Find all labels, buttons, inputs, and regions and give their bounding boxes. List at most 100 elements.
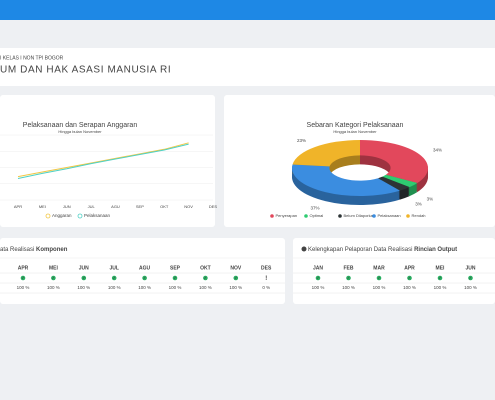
cell-value: 100 % [434, 285, 447, 290]
column-header: JUL [109, 265, 118, 271]
status-icon [142, 275, 147, 281]
status-icon [172, 275, 178, 281]
title-text: ata Realisasi [0, 247, 36, 253]
legend-marker [270, 214, 274, 218]
status-icon [407, 275, 412, 281]
chart-subtitle: Hingga bulan November [58, 129, 102, 134]
chart-title: Pelaksanaan dan Serapan Anggaran [23, 122, 138, 129]
office-name: I KELAS I NON TPI BOGOR [0, 55, 64, 61]
chart-subtitle: Hingga bulan November [333, 129, 377, 134]
x-tick-label: OKT [160, 204, 169, 209]
legend-label: Rendah [412, 213, 426, 218]
column-header: JAN [313, 265, 323, 271]
x-tick-label: MEI [39, 204, 46, 209]
x-tick-label: NOV [184, 204, 193, 209]
cell-value: 100 % [47, 285, 60, 290]
title-bold: Komponen [36, 247, 68, 253]
cell-value: 100 % [169, 285, 182, 290]
legend-marker [45, 213, 51, 219]
status-text: ✓ [347, 276, 350, 280]
column-header: APR [404, 265, 415, 271]
legend-marker [406, 214, 410, 218]
legend-marker [338, 214, 342, 218]
legend-marker [304, 214, 308, 218]
cell-value: 100 % [312, 285, 325, 290]
slice-label: 34% [433, 148, 442, 153]
legend-label: Anggaran [52, 213, 72, 218]
column-header: OKT [200, 265, 211, 271]
status-icon [111, 275, 117, 281]
status-text: ✓ [52, 276, 55, 280]
status-text: ✓ [143, 276, 146, 280]
column-header: JUN [79, 265, 89, 271]
status-text: ✓ [234, 276, 237, 280]
legend-label: Pelaksanaan [378, 213, 401, 218]
status-icon [346, 275, 351, 281]
column-header: AGU [139, 265, 151, 271]
x-tick-label: SEP [136, 204, 144, 209]
table-card [293, 238, 495, 304]
slice-label: 23% [297, 138, 306, 143]
status-text: ! [265, 276, 267, 282]
table-card [0, 238, 285, 304]
x-tick-label: DES [209, 204, 218, 209]
cell-value: 100 % [403, 285, 416, 290]
status-icon [233, 275, 239, 281]
status-text: ✓ [22, 276, 25, 280]
status-text: ✓ [408, 276, 411, 280]
series-line [17, 143, 189, 180]
column-header: MAR [373, 265, 385, 271]
title-icon [301, 246, 307, 252]
status-icon [51, 275, 56, 281]
table-title: ata Realisasi Komponen [0, 247, 68, 253]
x-tick-label: JUN [63, 204, 71, 209]
column-header: JUN [465, 265, 475, 271]
column-header: NOV [230, 265, 242, 271]
column-header: MEI [436, 265, 446, 271]
column-header: DES [261, 265, 272, 271]
cell-value: 100 % [229, 285, 242, 290]
status-icon [437, 275, 443, 281]
status-icon [20, 275, 26, 281]
status-icon [81, 275, 87, 281]
x-tick-label: AGU [111, 204, 120, 209]
status-text: ✓ [113, 276, 116, 280]
status-text: ✓ [439, 276, 442, 280]
slice-label: 3% [427, 196, 434, 201]
status-icon [203, 275, 208, 281]
status-text: ✓ [317, 276, 320, 280]
title-bold: Rincian Output [414, 247, 457, 253]
column-header: APR [18, 265, 29, 271]
cell-value: 100 % [108, 285, 121, 290]
cell-value: 0 % [262, 285, 270, 290]
cell-value: 100 % [77, 285, 90, 290]
legend-marker [77, 213, 83, 219]
cell-value: 100 % [373, 285, 386, 290]
status-text: ✓ [82, 276, 85, 280]
x-tick-label: JUL [88, 204, 96, 209]
column-header: SEP [170, 265, 181, 271]
cell-value: 100 % [199, 285, 212, 290]
slice [377, 176, 410, 191]
slice [360, 140, 428, 184]
legend-label: Penyerapan [276, 213, 298, 218]
x-tick-label: APR [14, 204, 22, 209]
top-bar [0, 0, 495, 20]
cell-value: 100 % [138, 285, 151, 290]
title-text: Kelengkapan Pelaporan Data Realisasi [308, 247, 414, 253]
slice [291, 164, 400, 196]
legend-label: Optimal [310, 213, 324, 218]
slice [292, 140, 360, 167]
series-line [17, 142, 189, 178]
legend-label: Pelaksanaan [84, 213, 111, 218]
column-header: MEI [49, 265, 59, 271]
cell-value: 100 % [342, 285, 355, 290]
column-header: FEB [344, 265, 354, 271]
chart-title: Sebaran Kategori Pelaksanaan [307, 122, 404, 129]
ministry-name: UM DAN HAK ASASI MANUSIA RI [0, 65, 171, 76]
status-icon [468, 275, 473, 281]
status-text: ✓ [469, 276, 472, 280]
cell-value: 100 % [464, 285, 477, 290]
